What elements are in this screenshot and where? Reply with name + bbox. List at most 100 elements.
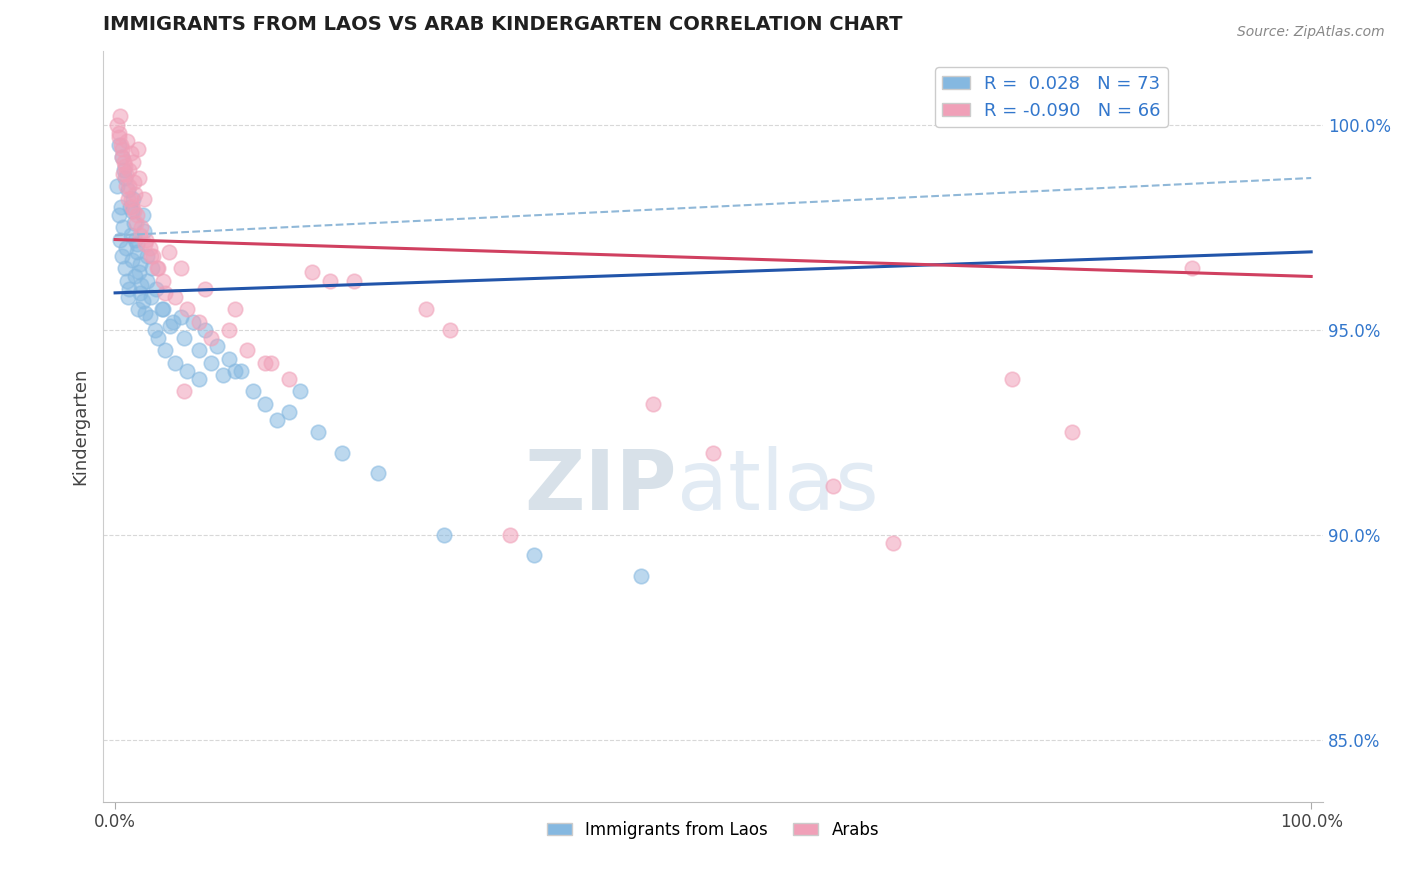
Point xyxy=(301,265,323,279)
Point xyxy=(122,216,145,230)
Point xyxy=(118,200,141,214)
Point xyxy=(173,331,195,345)
Point xyxy=(108,110,131,124)
Point xyxy=(155,343,177,358)
Point xyxy=(176,364,198,378)
Point xyxy=(319,274,342,288)
Point xyxy=(187,372,209,386)
Point xyxy=(181,315,204,329)
Point xyxy=(122,175,145,189)
Point xyxy=(139,249,162,263)
Point xyxy=(170,261,193,276)
Point xyxy=(439,323,461,337)
Point xyxy=(111,151,134,165)
Point xyxy=(108,138,131,153)
Point xyxy=(114,261,136,276)
Point xyxy=(108,233,131,247)
Point xyxy=(163,356,186,370)
Text: atlas: atlas xyxy=(676,446,879,527)
Point xyxy=(415,302,437,317)
Point xyxy=(176,302,198,317)
Point xyxy=(1001,372,1024,386)
Point xyxy=(115,274,138,288)
Point xyxy=(129,285,152,300)
Point xyxy=(107,126,129,140)
Point xyxy=(135,274,157,288)
Point xyxy=(131,277,153,292)
Point xyxy=(121,203,143,218)
Point xyxy=(108,130,131,145)
Point xyxy=(134,306,156,320)
Point xyxy=(131,294,153,309)
Point xyxy=(277,372,299,386)
Y-axis label: Kindergarten: Kindergarten xyxy=(72,368,89,485)
Point xyxy=(122,154,145,169)
Text: Source: ZipAtlas.com: Source: ZipAtlas.com xyxy=(1237,25,1385,39)
Point xyxy=(107,208,129,222)
Point xyxy=(122,192,145,206)
Point xyxy=(120,192,142,206)
Point xyxy=(127,244,149,259)
Point xyxy=(194,323,217,337)
Point xyxy=(523,549,546,563)
Point xyxy=(120,146,142,161)
Point xyxy=(173,384,195,399)
Point xyxy=(132,192,155,206)
Point xyxy=(882,536,904,550)
Point xyxy=(107,118,129,132)
Point xyxy=(266,413,288,427)
Text: ZIP: ZIP xyxy=(524,446,676,527)
Point xyxy=(134,236,156,251)
Point xyxy=(127,302,149,317)
Point xyxy=(128,265,150,279)
Point xyxy=(111,142,134,156)
Point xyxy=(129,228,152,243)
Point xyxy=(117,192,139,206)
Point xyxy=(125,216,148,230)
Point xyxy=(125,236,148,251)
Point xyxy=(114,171,136,186)
Point xyxy=(139,310,162,325)
Text: IMMIGRANTS FROM LAOS VS ARAB KINDERGARTEN CORRELATION CHART: IMMIGRANTS FROM LAOS VS ARAB KINDERGARTE… xyxy=(103,15,903,34)
Point xyxy=(125,208,148,222)
Point xyxy=(224,364,246,378)
Point xyxy=(110,200,132,214)
Point xyxy=(135,233,157,247)
Point xyxy=(146,261,169,276)
Point xyxy=(330,446,353,460)
Point xyxy=(229,364,252,378)
Point xyxy=(107,179,129,194)
Point xyxy=(111,249,134,263)
Point xyxy=(194,282,217,296)
Point xyxy=(150,302,173,317)
Point xyxy=(117,290,139,304)
Point xyxy=(499,528,522,542)
Point xyxy=(170,310,193,325)
Point xyxy=(118,162,141,177)
Point xyxy=(146,261,169,276)
Point xyxy=(253,397,276,411)
Point xyxy=(200,356,222,370)
Point xyxy=(235,343,257,358)
Point xyxy=(157,244,180,259)
Point xyxy=(224,302,246,317)
Point xyxy=(152,274,174,288)
Point xyxy=(253,356,276,370)
Point xyxy=(821,478,844,492)
Point xyxy=(290,384,312,399)
Point xyxy=(115,241,138,255)
Point xyxy=(146,331,169,345)
Point xyxy=(110,138,132,153)
Point xyxy=(114,159,136,173)
Point xyxy=(112,167,135,181)
Point xyxy=(115,167,138,181)
Point xyxy=(142,249,165,263)
Point xyxy=(643,397,665,411)
Point xyxy=(115,134,138,148)
Point xyxy=(155,285,177,300)
Point xyxy=(115,179,138,194)
Point xyxy=(122,203,145,218)
Point xyxy=(152,302,174,317)
Point xyxy=(128,171,150,186)
Point xyxy=(124,269,146,284)
